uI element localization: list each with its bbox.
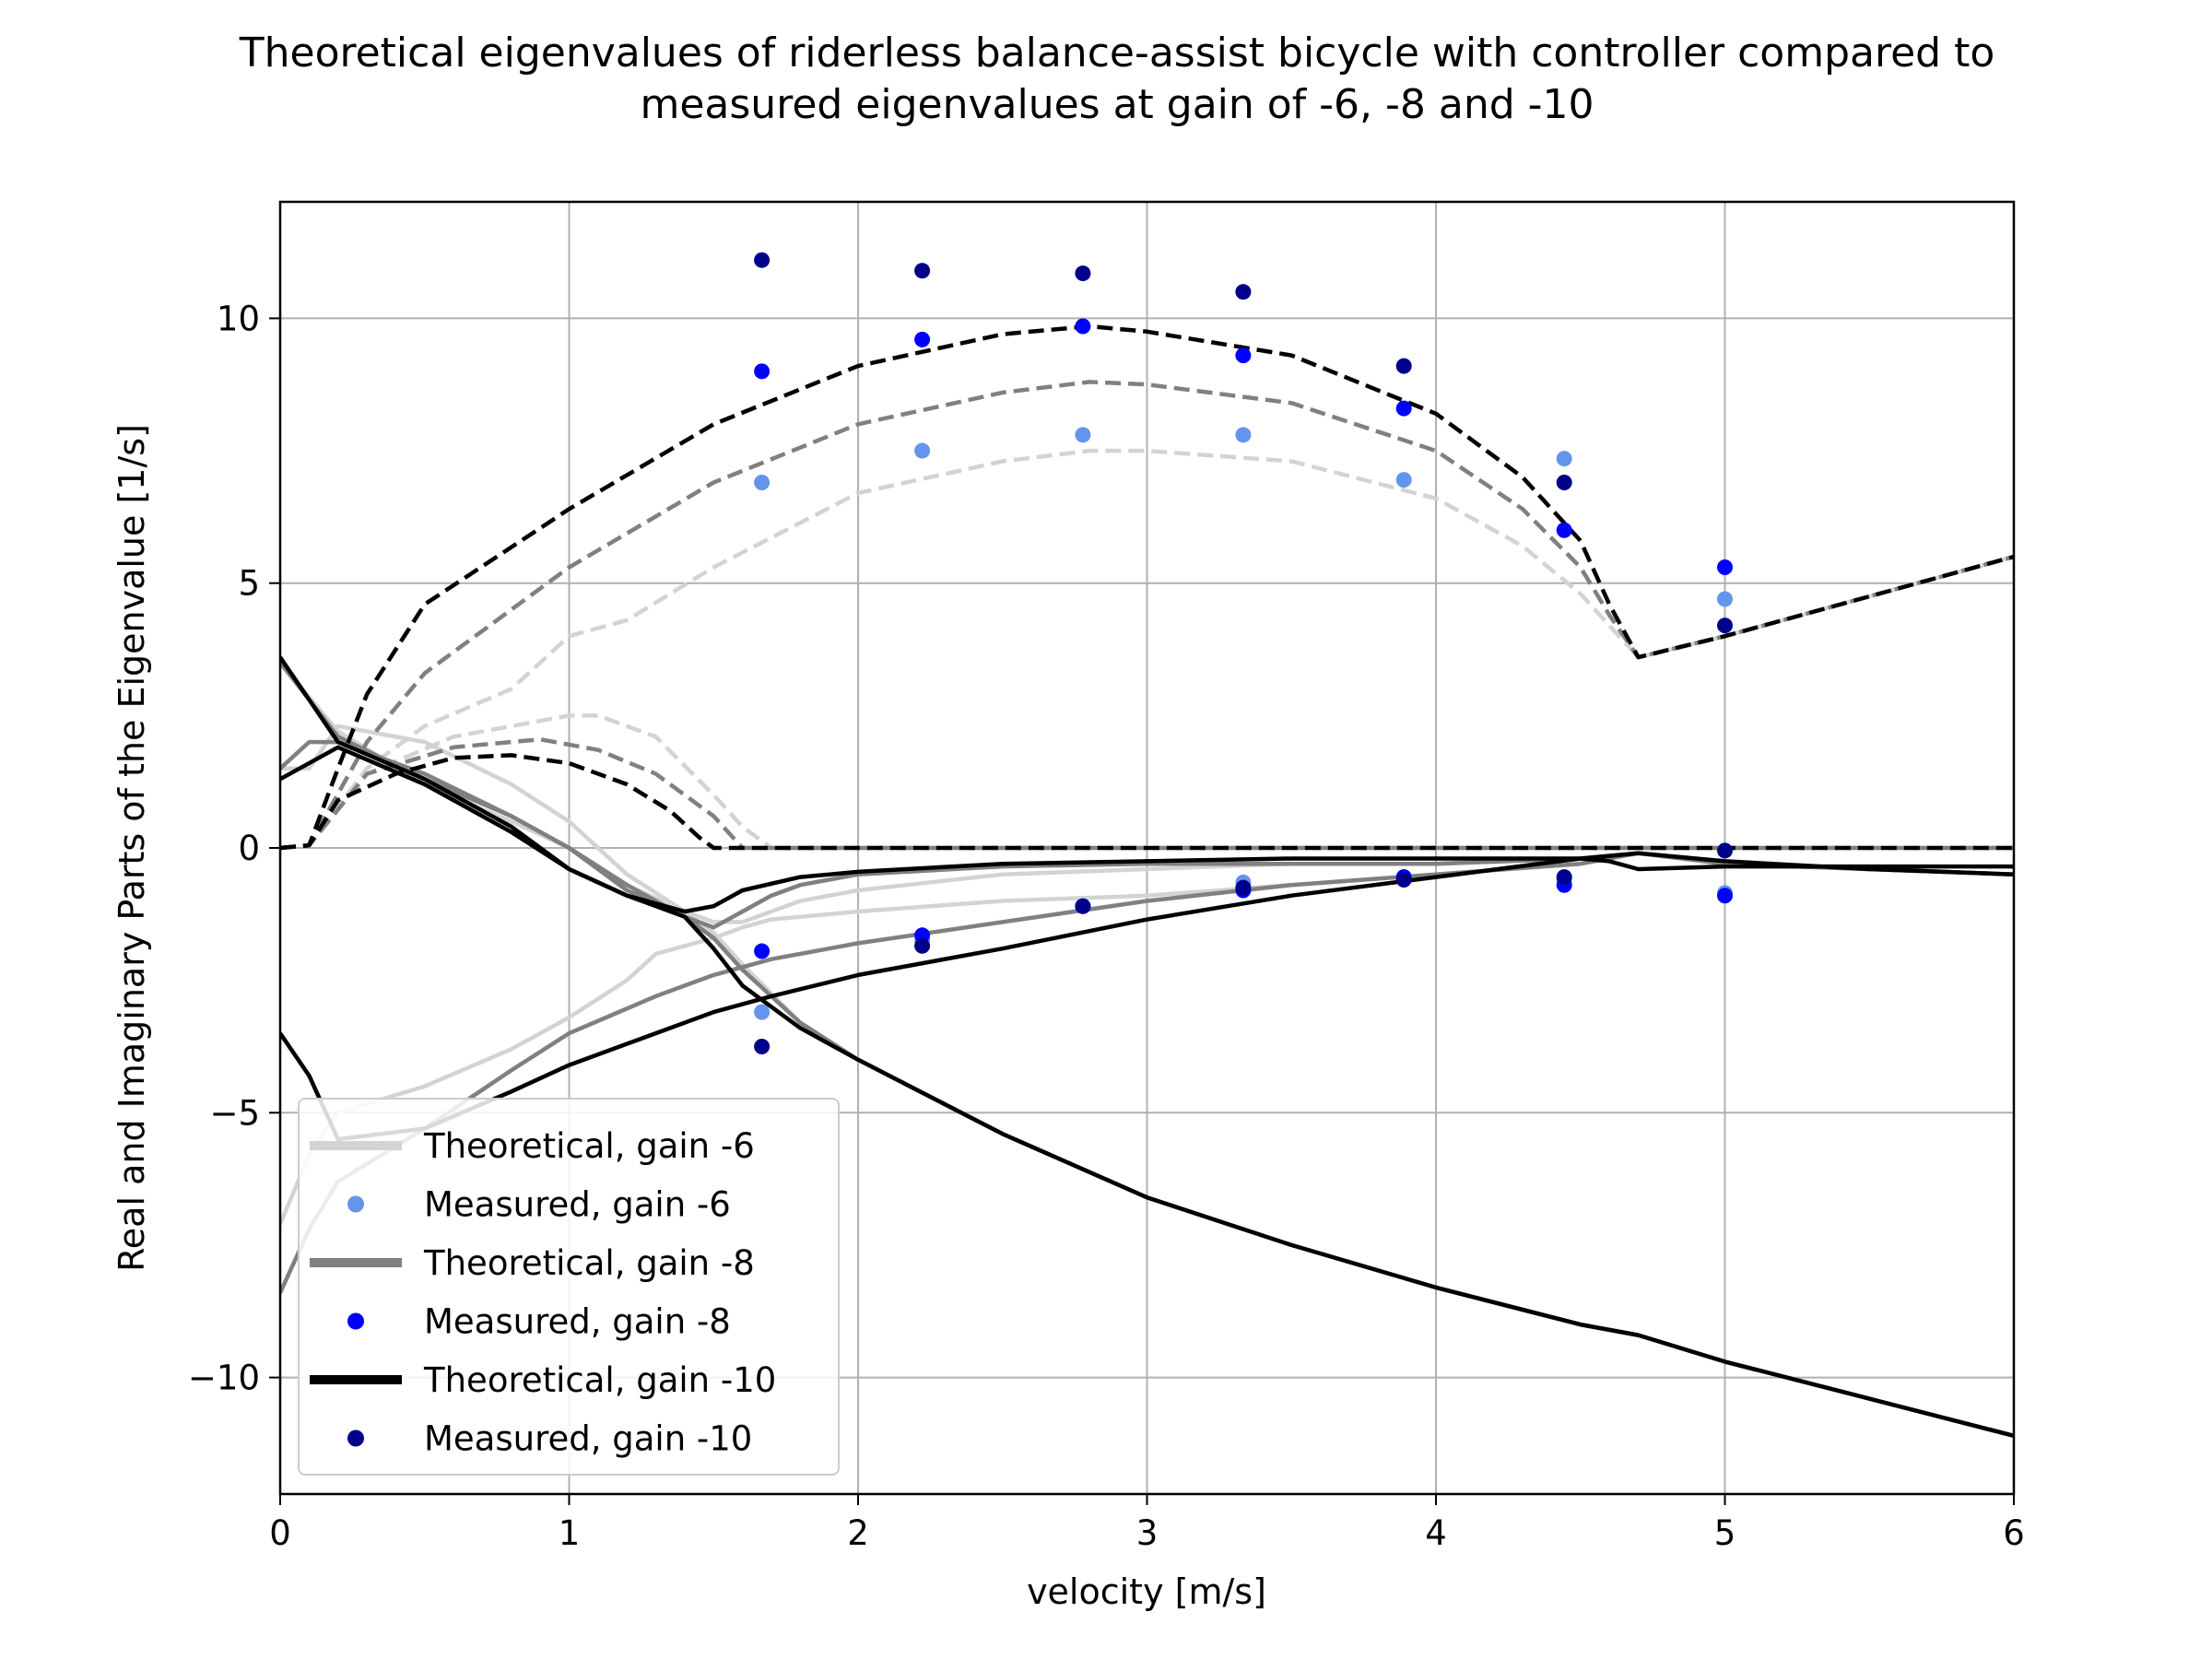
theoretical-imag-curve bbox=[280, 713, 2014, 851]
measured-point bbox=[1717, 591, 1733, 607]
y-tick-label: 10 bbox=[217, 299, 260, 338]
measured-point bbox=[914, 331, 931, 347]
x-axis-label: velocity [m/s] bbox=[1027, 1571, 1266, 1612]
x-tick-label: 3 bbox=[1136, 1513, 1159, 1553]
legend-label: Theoretical, gain -8 bbox=[423, 1243, 755, 1283]
measured-point bbox=[1075, 427, 1091, 443]
x-tick-label: 2 bbox=[847, 1513, 869, 1553]
measured-point bbox=[1556, 475, 1572, 491]
legend-dot-swatch bbox=[347, 1195, 364, 1213]
theoretical-imag-curve bbox=[280, 448, 2014, 851]
measured-point bbox=[754, 475, 771, 491]
measured-point bbox=[1075, 318, 1091, 335]
measured-point bbox=[1395, 472, 1412, 488]
measured-point bbox=[1235, 879, 1252, 896]
measured-point bbox=[1235, 284, 1252, 300]
measured-point bbox=[1556, 869, 1572, 886]
measured-point bbox=[914, 263, 931, 279]
measured-point bbox=[1395, 358, 1412, 374]
theoretical-curves bbox=[280, 324, 2014, 1438]
measured-point bbox=[1717, 559, 1733, 575]
x-tick-label: 5 bbox=[1714, 1513, 1736, 1553]
y-tick-label: 5 bbox=[238, 564, 260, 604]
y-tick-label: −10 bbox=[188, 1359, 260, 1398]
measured-point bbox=[1717, 888, 1733, 904]
legend-label: Theoretical, gain -10 bbox=[423, 1360, 776, 1400]
measured-point bbox=[1717, 618, 1733, 634]
legend-label: Measured, gain -6 bbox=[424, 1185, 731, 1225]
x-tick-label: 6 bbox=[2003, 1513, 2025, 1553]
chart-title-line-2: measured eigenvalues at gain of -6, -8 a… bbox=[640, 81, 1594, 128]
measured-point bbox=[914, 937, 931, 954]
legend-box bbox=[298, 1098, 840, 1476]
legend-label: Measured, gain -10 bbox=[424, 1419, 752, 1459]
measured-point bbox=[914, 442, 931, 459]
measured-points bbox=[754, 252, 1733, 1054]
measured-point bbox=[1395, 400, 1412, 417]
x-axis-ticks: 0 1 2 3 4 5 6 bbox=[269, 1494, 2025, 1553]
measured-point bbox=[754, 1038, 771, 1054]
theoretical-imag-curve bbox=[280, 753, 2014, 851]
measured-point bbox=[1075, 898, 1091, 914]
measured-point bbox=[1075, 265, 1091, 282]
y-tick-label: 0 bbox=[238, 829, 260, 868]
measured-point bbox=[1235, 427, 1252, 443]
measured-point bbox=[1556, 451, 1572, 467]
y-tick-label: −5 bbox=[209, 1093, 260, 1133]
measured-point bbox=[1717, 842, 1733, 859]
measured-point bbox=[754, 363, 771, 380]
measured-point bbox=[754, 1004, 771, 1020]
y-axis-label: Real and Imaginary Parts of the Eigenval… bbox=[112, 424, 152, 1272]
x-tick-label: 1 bbox=[559, 1513, 581, 1553]
measured-point bbox=[754, 943, 771, 959]
measured-point bbox=[1556, 522, 1572, 538]
x-tick-label: 4 bbox=[1425, 1513, 1447, 1553]
x-tick-label: 0 bbox=[269, 1513, 291, 1553]
theoretical-real-curve bbox=[280, 655, 2014, 1438]
legend-dot-swatch bbox=[347, 1312, 364, 1330]
measured-point bbox=[1395, 871, 1412, 888]
legend-dot-swatch bbox=[347, 1430, 364, 1447]
theoretical-real-curve bbox=[280, 745, 2014, 914]
theoretical-imag-curve bbox=[280, 380, 2014, 851]
legend: Theoretical, gain -6 Measured, gain -6 The… bbox=[298, 1098, 840, 1476]
measured-point bbox=[754, 252, 771, 268]
chart-title-line-1: Theoretical eigenvalues of riderless bal… bbox=[239, 29, 1995, 76]
y-axis-ticks: −10 −5 0 5 10 bbox=[188, 299, 280, 1398]
theoretical-imag-curve bbox=[280, 736, 2014, 851]
legend-label: Theoretical, gain -6 bbox=[423, 1126, 755, 1166]
legend-label: Measured, gain -8 bbox=[424, 1302, 731, 1342]
measured-point bbox=[1235, 347, 1252, 364]
